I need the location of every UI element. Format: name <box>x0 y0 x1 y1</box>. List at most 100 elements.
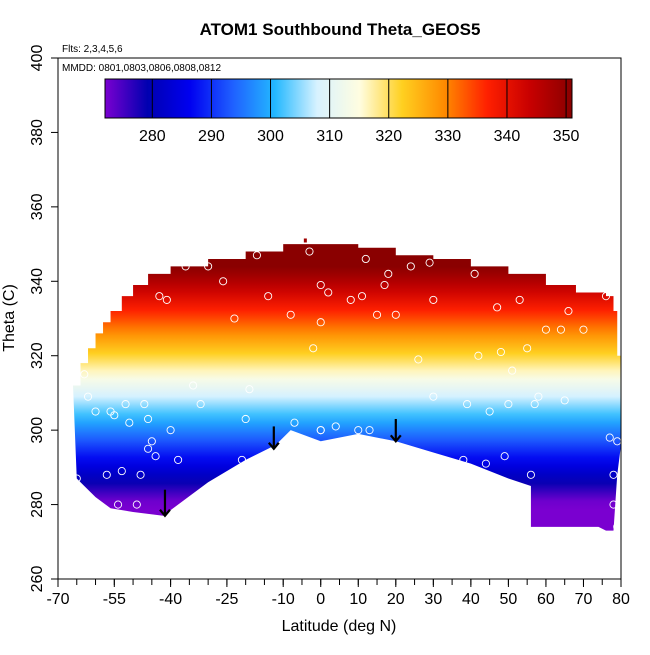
field-speckle <box>303 238 307 243</box>
x-tick-label: 0 <box>316 591 325 608</box>
flight-point <box>365 426 374 435</box>
flight-point <box>474 351 483 360</box>
flight-point <box>147 437 156 446</box>
x-tick-label: 20 <box>387 591 405 608</box>
y-axis-label: Theta (C) <box>1 284 18 352</box>
flight-point <box>331 422 340 431</box>
flight-point <box>564 307 573 316</box>
flight-points <box>72 247 622 531</box>
flight-point <box>102 470 111 479</box>
x-tick-label: 30 <box>424 591 442 608</box>
colorbar-tick-label: 350 <box>553 128 580 145</box>
flight-point <box>162 295 171 304</box>
colorbar-tick-label: 320 <box>375 128 402 145</box>
y-tick-label: 340 <box>29 268 46 295</box>
colorbar-tick-label: 280 <box>139 128 166 145</box>
flight-point <box>541 325 550 334</box>
colorbar-tick-label: 310 <box>316 128 343 145</box>
flight-point <box>290 418 299 427</box>
flight-point <box>316 426 325 435</box>
flight-point <box>230 314 239 323</box>
flight-point <box>166 426 175 435</box>
flight-point <box>496 347 505 357</box>
colorbar-ticks: 280 290 300 310 320 330 340 350 <box>139 79 580 145</box>
flight-point <box>380 280 389 290</box>
flight-point <box>237 455 246 464</box>
flight-point <box>579 325 588 334</box>
y-tick-label: 400 <box>29 45 46 72</box>
y-tick-label: 300 <box>29 417 46 444</box>
flight-point <box>132 500 141 509</box>
flight-point <box>151 452 160 461</box>
flight-point <box>346 295 355 304</box>
flight-point <box>470 269 479 278</box>
flight-point <box>429 392 438 401</box>
flight-point <box>429 295 438 304</box>
y-axis: 260 280 300 320 340 360 380 400 <box>29 45 58 593</box>
chart-subtitle-dates: MMDD: 0801,0803,0806,0808,0812 <box>62 63 221 74</box>
flight-point <box>181 262 190 271</box>
flight-point <box>485 407 494 416</box>
flight-point <box>72 474 81 483</box>
flight-point <box>136 470 145 479</box>
flight-point <box>305 247 314 256</box>
flight-point <box>504 400 513 409</box>
flight-point <box>80 370 89 379</box>
chart-subtitle-flights: Flts: 2,3,4,5,6 <box>62 44 123 55</box>
flight-point <box>508 366 517 375</box>
x-tick-label: 50 <box>500 591 518 608</box>
colorbar: 280 290 300 310 320 330 340 350 <box>104 78 580 145</box>
descent-arrow <box>267 426 280 451</box>
flight-point <box>196 400 205 409</box>
flight-point <box>241 414 250 424</box>
flight-point <box>481 459 490 468</box>
flight-point <box>406 262 415 271</box>
flight-point <box>609 500 618 509</box>
flight-point <box>605 433 614 442</box>
flight-point <box>463 400 472 409</box>
chart-title: ATOM1 Southbound Theta_GEOS5 <box>200 20 481 39</box>
x-tick-label: 80 <box>612 591 630 608</box>
flight-point <box>425 258 434 267</box>
flight-point <box>414 355 423 364</box>
flight-point <box>264 292 273 301</box>
flight-point <box>493 303 502 312</box>
colorbar-gradient <box>104 78 573 119</box>
flight-point <box>125 418 134 427</box>
x-tick-label: 60 <box>537 591 555 608</box>
flight-point <box>601 292 611 301</box>
flight-point <box>204 262 213 271</box>
flight-point <box>155 292 164 301</box>
flight-point <box>309 344 318 353</box>
x-tick-label: -70 <box>46 591 69 608</box>
flight-point <box>286 310 295 319</box>
descent-arrow <box>159 489 171 518</box>
flight-point <box>556 325 565 334</box>
flight-point <box>252 251 261 260</box>
flight-point <box>459 455 468 464</box>
flight-point <box>114 500 123 509</box>
flight-point <box>174 455 183 464</box>
y-tick-label: 260 <box>29 566 46 593</box>
descent-arrows <box>159 418 402 518</box>
flight-point <box>91 407 100 416</box>
flight-point <box>357 292 367 301</box>
flight-point <box>189 381 198 390</box>
colorbar-tick-label: 300 <box>257 128 284 145</box>
x-tick-label: -10 <box>272 591 295 608</box>
x-tick-label: -40 <box>159 591 182 608</box>
y-tick-label: 360 <box>29 193 46 220</box>
flight-point <box>83 392 93 401</box>
flight-point <box>526 470 535 479</box>
y-tick-label: 380 <box>29 119 46 146</box>
flight-point <box>245 385 254 394</box>
flight-point <box>523 344 532 353</box>
flight-point <box>316 318 325 327</box>
flight-point <box>144 414 153 424</box>
x-tick-label: 70 <box>575 591 593 608</box>
field-top-speckles <box>303 238 307 243</box>
flight-point <box>354 426 363 435</box>
flight-point <box>219 277 228 286</box>
